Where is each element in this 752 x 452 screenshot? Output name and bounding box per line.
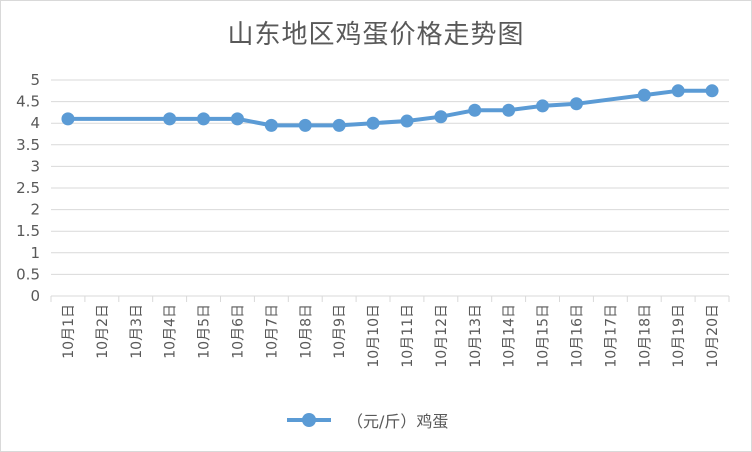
x-tick-label: 10月19日	[671, 304, 687, 368]
legend: （元/斤）鸡蛋	[0, 406, 752, 434]
x-tick-label: 10月9日	[332, 304, 348, 359]
data-point	[671, 84, 685, 98]
data-point	[434, 110, 448, 124]
x-tick-label: 10月20日	[705, 304, 721, 368]
y-tick-label: 0	[30, 287, 40, 305]
data-point	[637, 88, 651, 102]
x-tick-label: 10月7日	[264, 304, 280, 359]
data-point	[298, 118, 312, 132]
data-point	[366, 116, 380, 130]
x-tick-label: 10月13日	[468, 304, 484, 368]
data-point	[400, 114, 414, 128]
x-tick-label: 10月8日	[298, 304, 314, 359]
y-tick-label: 5	[30, 71, 40, 89]
y-tick-label: 4	[30, 114, 40, 132]
data-point	[264, 118, 278, 132]
x-tick-label: 10月18日	[637, 304, 653, 368]
data-point	[502, 103, 516, 117]
x-tick-label: 10月1日	[61, 304, 77, 359]
legend-swatch-icon	[287, 410, 331, 430]
x-tick-label: 10月16日	[569, 304, 585, 368]
data-point	[569, 97, 583, 111]
y-tick-label: 2	[30, 201, 40, 219]
data-point	[705, 84, 719, 98]
data-point	[468, 103, 482, 117]
chart-title: 山东地区鸡蛋价格走势图	[227, 20, 525, 50]
legend-label: （元/斤）鸡蛋	[347, 412, 449, 431]
data-point	[197, 112, 211, 126]
data-point	[230, 112, 244, 126]
data-point	[332, 118, 346, 132]
y-tick-label: 2.5	[16, 179, 40, 197]
x-tick-label: 10月10日	[366, 304, 382, 368]
x-tick-label: 10月11日	[400, 304, 416, 368]
x-tick-label: 10月2日	[95, 304, 111, 359]
y-tick-label: 3.5	[16, 136, 40, 154]
y-tick-label: 1	[30, 244, 40, 262]
y-tick-label: 1.5	[16, 222, 40, 240]
y-tick-label: 3	[30, 157, 40, 175]
x-tick-label: 10月14日	[502, 304, 518, 368]
y-tick-label: 0.5	[16, 265, 40, 283]
y-tick-label: 4.5	[16, 93, 40, 111]
data-point	[536, 99, 550, 113]
x-tick-label: 10月5日	[197, 304, 213, 359]
data-point	[163, 112, 177, 126]
x-tick-label: 10月4日	[163, 304, 179, 359]
x-tick-label: 10月3日	[129, 304, 145, 359]
x-tick-label: 10月17日	[603, 304, 619, 368]
x-tick-label: 10月15日	[536, 304, 552, 368]
x-tick-label: 10月12日	[434, 304, 450, 368]
x-tick-label: 10月6日	[230, 304, 246, 359]
data-point	[61, 112, 75, 126]
